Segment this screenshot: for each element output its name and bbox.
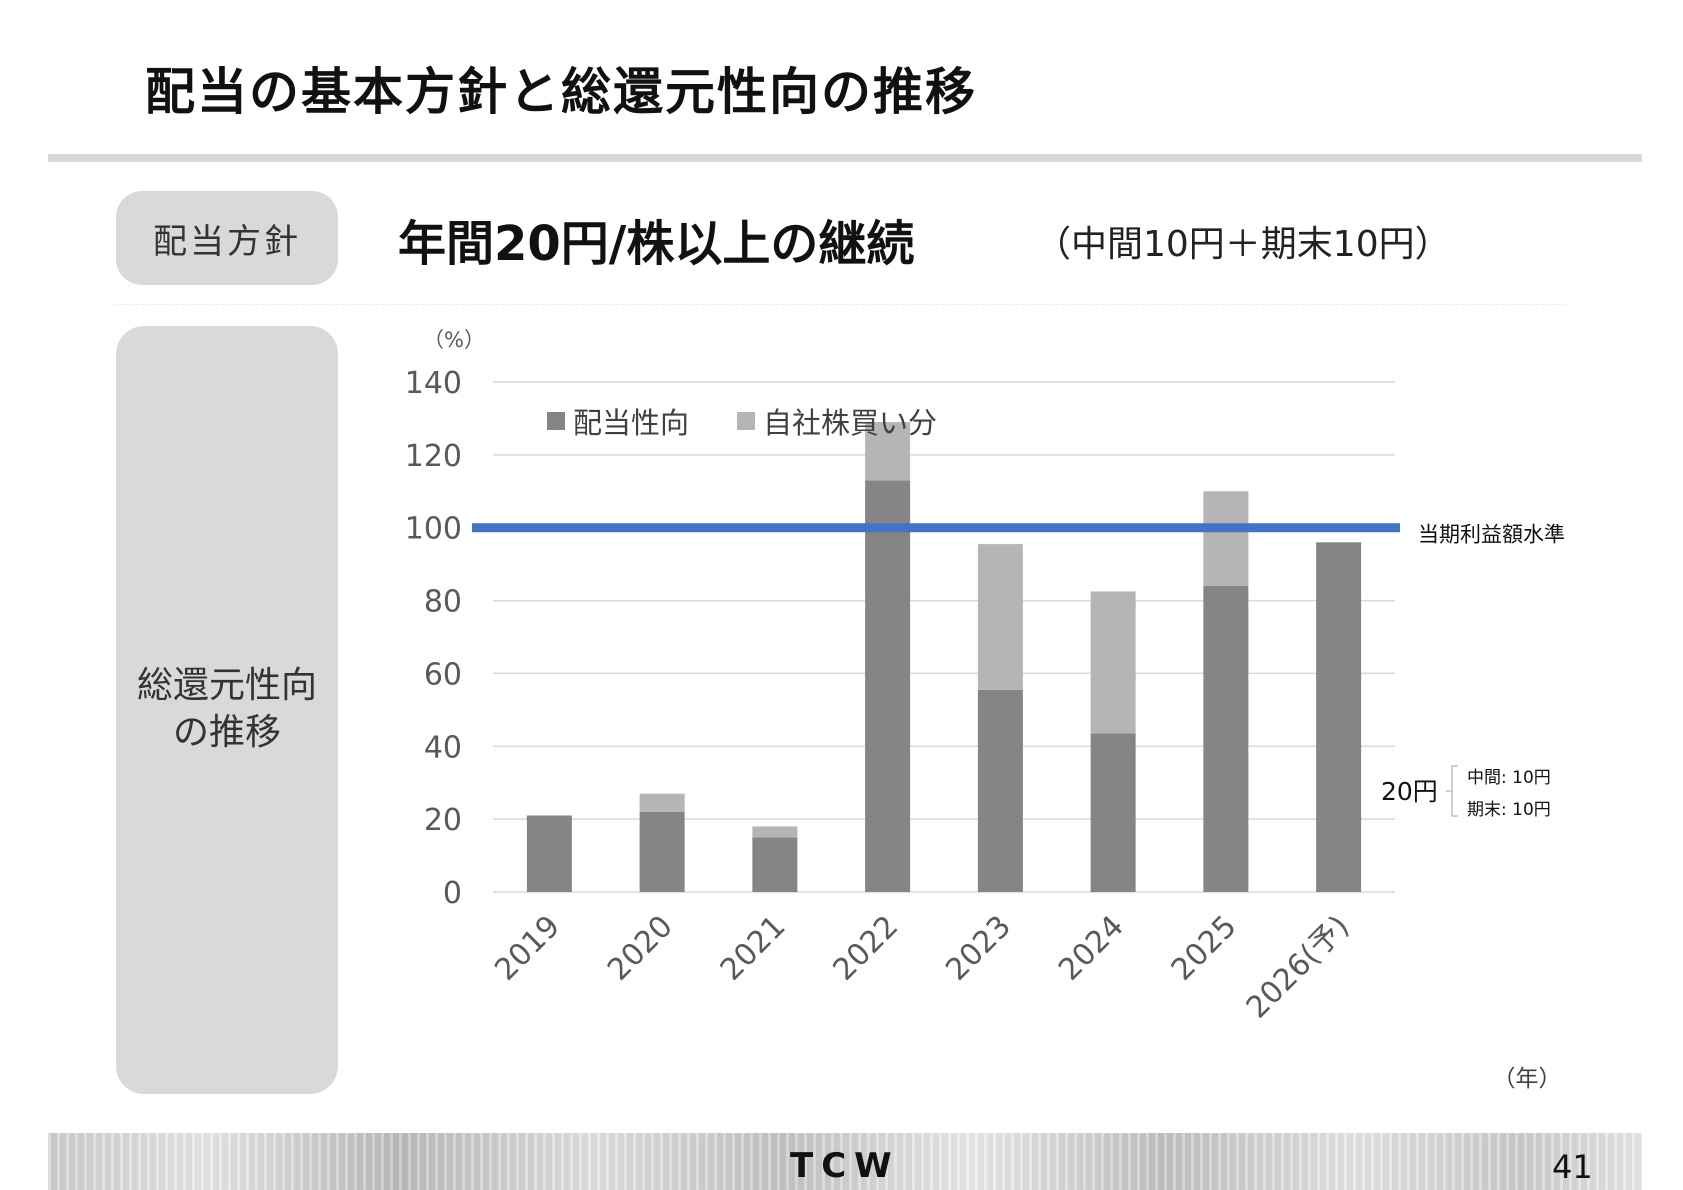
bar-dividend: [977, 689, 1023, 892]
bar-dividend: [752, 837, 798, 892]
y-tick-label: 140: [405, 366, 462, 401]
footer-band: [48, 1133, 1642, 1190]
y-tick-label: 120: [405, 439, 462, 474]
trend-label-line2: の推移: [172, 712, 281, 753]
x-tick-label: 2025: [1165, 909, 1244, 988]
policy-sub-text: （中間10円＋期末10円）: [1035, 224, 1451, 265]
payout-ratio-chart: 0 20 40 60 80 100 120 140 （%） 2019 2020 2021 2022 202…: [405, 328, 1565, 1092]
policy-label: 配当方針: [116, 191, 338, 285]
y-tick-label: 60: [424, 657, 462, 692]
legend-label: 自社株買い分: [763, 406, 937, 440]
x-tick-label: 2020: [601, 909, 680, 988]
x-unit-label: （年）: [1493, 1066, 1562, 1092]
x-tick-label: 2024: [1052, 909, 1131, 988]
trend-label-line1: 総還元性向: [136, 665, 317, 707]
bar-buyback: [865, 422, 911, 481]
trend-label: 総還元性向 の推移: [116, 326, 338, 1094]
y-unit-label: （%）: [423, 328, 485, 352]
x-tick-label: 2019: [488, 909, 567, 988]
y-tick-label: 40: [424, 730, 462, 765]
company-logo: TCW: [790, 1146, 900, 1186]
page-number: 41: [1552, 1148, 1593, 1186]
bar-buyback: [1203, 491, 1249, 586]
slide-title: 配当の基本方針と総還元性向の推移: [145, 63, 977, 121]
bar-dividend: [1090, 733, 1136, 892]
bar-dividend: [1203, 586, 1249, 892]
bar-dividend: [639, 811, 685, 892]
bar-buyback: [1090, 591, 1136, 734]
annotation-bracket: [1446, 765, 1458, 817]
legend-label: 配当性向: [573, 406, 689, 440]
x-tick-label: 2021: [714, 909, 793, 988]
annotation-year-end: 期末: 10円: [1467, 800, 1551, 820]
bar-buyback: [977, 544, 1023, 690]
y-tick-label: 80: [424, 585, 462, 620]
bar-buyback: [639, 793, 685, 812]
x-tick-label: 2026(予): [1240, 909, 1357, 1026]
y-tick-label: 20: [424, 803, 462, 838]
y-tick-label: 100: [405, 512, 462, 547]
legend-swatch: [547, 412, 565, 430]
policy-main-text: 年間20円/株以上の継続: [398, 216, 915, 272]
x-tick-label: 2023: [939, 909, 1018, 988]
legend-swatch: [737, 412, 755, 430]
bar-dividend: [1316, 542, 1362, 892]
title-divider: [48, 154, 1642, 162]
bar-dividend: [865, 480, 911, 892]
x-tick-label: 2022: [827, 909, 906, 988]
section-divider: [116, 304, 1564, 305]
y-tick-label: 0: [443, 876, 462, 911]
annotation-interim: 中間: 10円: [1467, 768, 1551, 788]
bar-buyback: [752, 826, 798, 838]
reference-line-label: 当期利益額水準: [1418, 523, 1565, 547]
bar-dividend: [526, 815, 572, 892]
annotation-total: 20円: [1381, 777, 1438, 806]
